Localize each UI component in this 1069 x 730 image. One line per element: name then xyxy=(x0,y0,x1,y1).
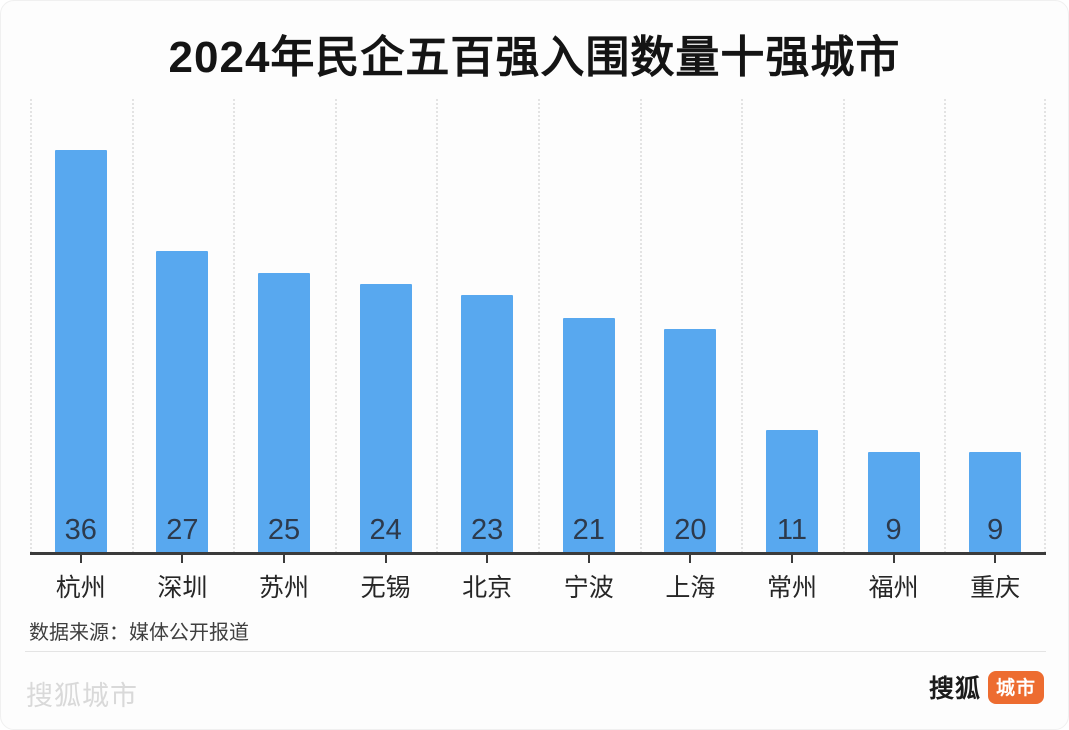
bar-value-label: 25 xyxy=(267,514,301,546)
axis-tick xyxy=(283,555,285,563)
x-axis-label-杭州: 杭州 xyxy=(55,574,106,602)
x-axis-label-宁波: 宁波 xyxy=(563,574,614,602)
bar-苏州 xyxy=(257,273,310,553)
bar-深圳 xyxy=(156,250,209,553)
bar-column-5: 23 xyxy=(436,99,538,553)
data-source-note: 数据来源：媒体公开报道 xyxy=(29,622,249,644)
bar-value-label: 20 xyxy=(674,514,707,546)
vertical-gridline xyxy=(741,99,744,553)
bar-chart-plot-area: 36 27 25 24 23 21 20 11 9 9 xyxy=(30,99,1046,553)
x-axis-label-深圳: 深圳 xyxy=(157,574,208,602)
sohu-logo-text: 搜狐 xyxy=(928,675,981,703)
bar-column-7: 20 xyxy=(640,99,742,553)
vertical-gridline xyxy=(842,99,845,553)
x-axis-label-常州: 常州 xyxy=(766,574,818,602)
vertical-gridline xyxy=(944,99,947,553)
axis-tick xyxy=(689,555,692,563)
bar-杭州 xyxy=(54,149,107,553)
bar-value-label: 23 xyxy=(471,514,504,546)
vertical-gridline xyxy=(538,99,540,553)
vertical-gridline xyxy=(131,99,134,553)
bar-value-label: 11 xyxy=(776,514,808,546)
bar-column-3: 25 xyxy=(233,99,335,553)
axis-tick xyxy=(181,555,184,563)
vertical-gridline xyxy=(334,99,337,553)
bar-重庆 xyxy=(969,452,1022,553)
vertical-gridline xyxy=(436,99,439,553)
x-axis-label-上海: 上海 xyxy=(665,574,716,602)
axis-tick xyxy=(791,555,793,563)
bar-常州 xyxy=(765,429,818,553)
bar-value-label: 36 xyxy=(64,514,97,546)
axis-tick xyxy=(994,555,997,563)
bar-column-1: 36 xyxy=(30,99,132,553)
bar-column-9: 9 xyxy=(843,99,945,553)
vertical-gridline xyxy=(233,99,236,553)
axis-tick xyxy=(384,555,387,563)
bar-宁波 xyxy=(562,317,615,553)
x-axis-line xyxy=(30,552,1046,555)
bar-value-label: 21 xyxy=(572,514,605,546)
vertical-gridline xyxy=(639,99,642,553)
x-axis-labels: 杭州 深圳 苏州 无锡 北京 宁波 上海 常州 福州 重庆 xyxy=(30,568,1046,602)
x-axis-label-北京: 北京 xyxy=(462,574,513,602)
vertical-gridline xyxy=(30,99,32,553)
bar-column-6: 21 xyxy=(538,99,640,553)
bar-column-4: 24 xyxy=(335,99,437,553)
axis-tick xyxy=(486,555,489,563)
bar-上海 xyxy=(664,329,717,553)
bar-福州 xyxy=(867,452,920,553)
x-axis-ticks xyxy=(30,555,1046,563)
city-logo-badge: 城市 xyxy=(987,670,1044,704)
axis-tick xyxy=(892,555,895,563)
bar-column-8: 11 xyxy=(741,99,843,553)
axis-tick xyxy=(587,555,590,563)
axis-tick xyxy=(79,555,82,563)
sohu-city-logo: 搜狐 城市 xyxy=(929,669,1044,705)
bar-无锡 xyxy=(359,284,412,553)
watermark-text: 搜狐城市 xyxy=(26,681,138,711)
footer-divider xyxy=(25,651,1046,652)
x-axis-label-无锡: 无锡 xyxy=(360,574,411,602)
bar-北京 xyxy=(461,295,514,553)
bar-value-label: 9 xyxy=(987,514,1004,546)
x-axis-label-重庆: 重庆 xyxy=(970,574,1021,602)
bar-column-2: 27 xyxy=(132,99,234,553)
x-axis-label-福州: 福州 xyxy=(868,574,919,602)
vertical-gridline xyxy=(1044,99,1046,553)
bar-value-label: 9 xyxy=(885,514,902,546)
x-axis-label-苏州: 苏州 xyxy=(258,574,310,602)
bar-column-10: 9 xyxy=(944,99,1046,553)
bar-value-label: 27 xyxy=(166,514,199,546)
chart-title: 2024年民企五百强入围数量十强城市 xyxy=(168,33,901,82)
bar-value-label: 24 xyxy=(369,514,402,546)
